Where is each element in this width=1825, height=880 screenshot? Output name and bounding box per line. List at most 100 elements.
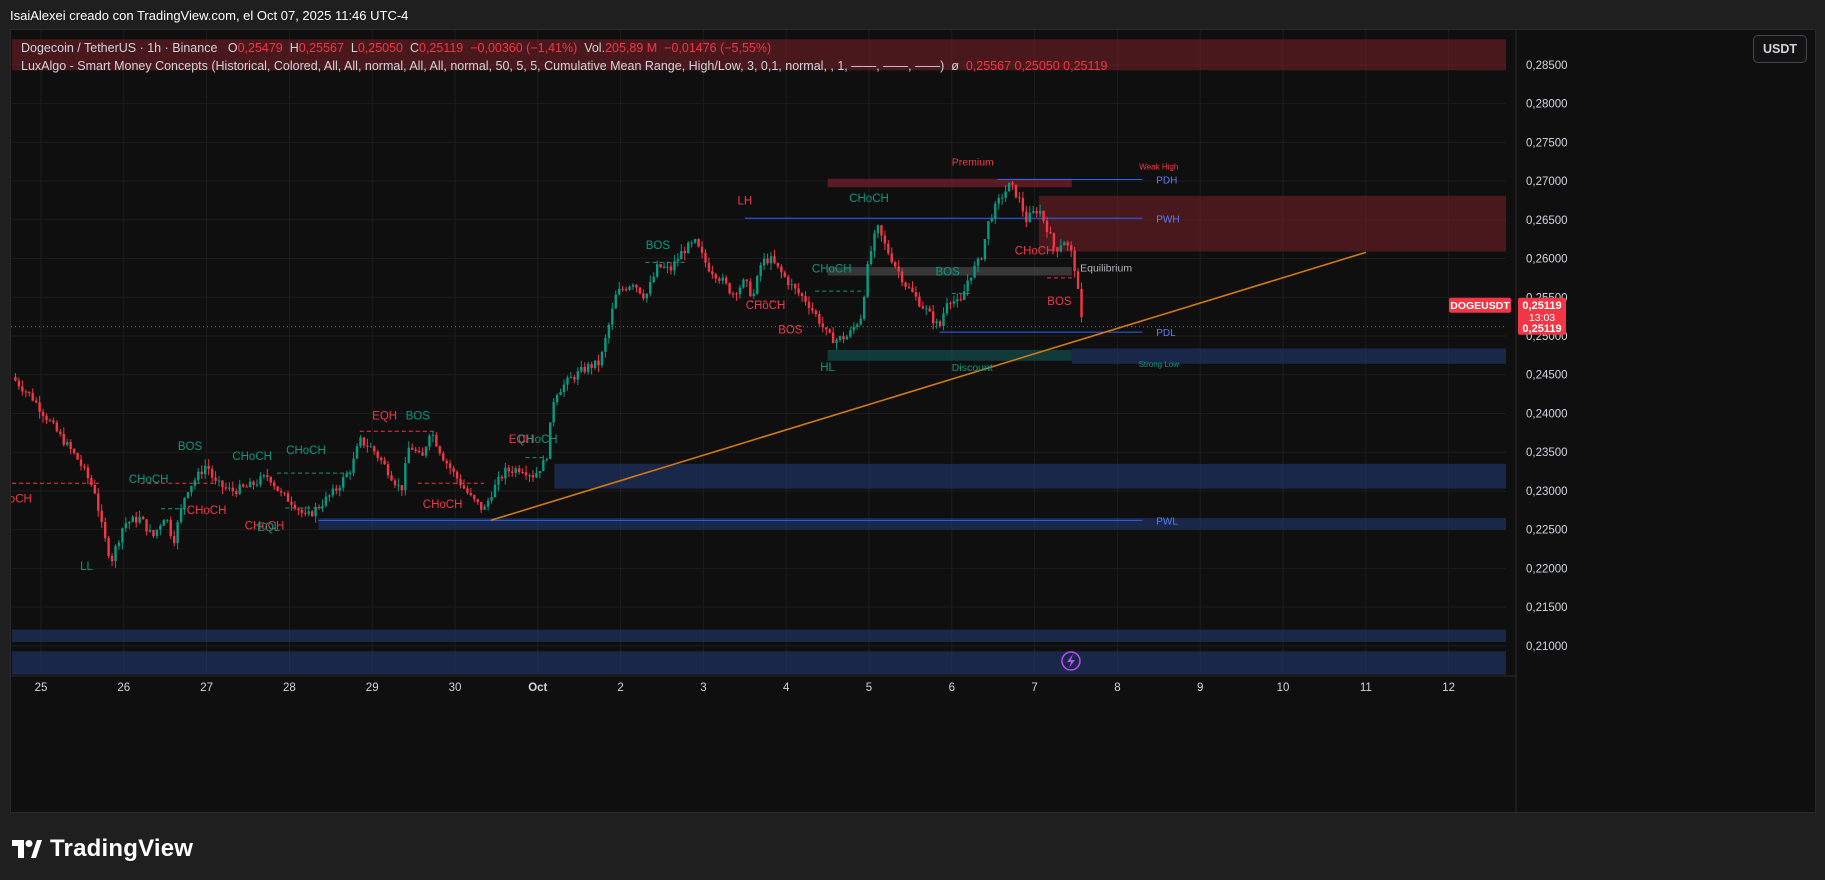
symbol-name[interactable]: Dogecoin / TetherUS · 1h · Binance bbox=[21, 41, 218, 55]
candle-body bbox=[314, 506, 317, 517]
candle-body bbox=[452, 468, 455, 472]
candle-body bbox=[214, 477, 217, 481]
open-value: 0,25479 bbox=[237, 41, 283, 55]
candle-body bbox=[335, 488, 338, 491]
lightning-icon[interactable] bbox=[1061, 651, 1081, 671]
candle-body bbox=[721, 277, 724, 281]
candle-body bbox=[780, 266, 783, 273]
high-value: 0,25567 bbox=[298, 41, 344, 55]
candle-body bbox=[769, 256, 773, 264]
x-tick-label: 10 bbox=[1277, 682, 1290, 694]
smc-label: CHoCH bbox=[129, 474, 169, 486]
candle-body bbox=[279, 491, 283, 493]
level-label-pdl: PDL bbox=[1156, 328, 1176, 339]
indicator-name[interactable]: LuxAlgo - Smart Money Concepts (Historic… bbox=[21, 59, 945, 73]
candle-body bbox=[811, 308, 814, 311]
candle-body bbox=[52, 420, 55, 423]
candle-body bbox=[1018, 197, 1021, 199]
candle-body bbox=[155, 529, 159, 537]
candle-body bbox=[197, 471, 200, 481]
candle-body bbox=[869, 251, 873, 264]
candle-body bbox=[752, 293, 755, 297]
candle-body bbox=[193, 480, 197, 486]
candle-body bbox=[166, 519, 169, 521]
candle-body bbox=[711, 271, 714, 275]
candle-body bbox=[41, 411, 45, 417]
candle-body bbox=[849, 330, 852, 337]
candle-body bbox=[759, 265, 762, 276]
candle-body bbox=[62, 433, 65, 445]
candle-body bbox=[228, 487, 231, 489]
candle-body bbox=[700, 246, 704, 253]
candle-body bbox=[172, 535, 176, 544]
candle-body bbox=[580, 366, 583, 372]
candle-body bbox=[417, 450, 421, 453]
candle-body bbox=[504, 467, 507, 479]
indicator-legend-row: LuxAlgo - Smart Money Concepts (Historic… bbox=[21, 57, 1107, 75]
price-tag-close: 0,25119 bbox=[1522, 323, 1561, 335]
candle-body bbox=[397, 485, 400, 487]
currency-button[interactable]: USDT bbox=[1753, 35, 1807, 63]
smc-label: CHoCH bbox=[232, 451, 272, 463]
x-tick-label: 27 bbox=[200, 682, 213, 694]
candle-body bbox=[138, 516, 141, 523]
candle-body bbox=[704, 252, 707, 263]
candle-body bbox=[597, 360, 600, 366]
candle-body bbox=[259, 476, 262, 485]
candle-body bbox=[756, 275, 759, 294]
candle-body bbox=[942, 313, 945, 327]
candle-body bbox=[745, 279, 749, 282]
candle-body bbox=[435, 434, 438, 447]
candle-body bbox=[393, 480, 397, 486]
candle-body bbox=[825, 327, 828, 330]
candle-body bbox=[1073, 250, 1076, 272]
candle-body bbox=[455, 471, 459, 479]
candle-body bbox=[938, 321, 942, 327]
tradingview-logo[interactable]: TradingView bbox=[12, 835, 193, 863]
candle-body bbox=[307, 511, 310, 514]
smc-label: CHoCH bbox=[245, 521, 285, 533]
smc-label: LL bbox=[80, 561, 93, 573]
candle-body bbox=[649, 282, 652, 294]
candle-body bbox=[542, 459, 545, 472]
candle-body bbox=[273, 482, 276, 487]
candle-body bbox=[590, 364, 593, 369]
candle-body bbox=[55, 422, 59, 432]
candle-body bbox=[383, 460, 386, 465]
candle-body bbox=[117, 542, 121, 547]
candlestick-chart[interactable]: PDH PWH PDL PWL oCH LL CHoCH BOS CHoCH CHoCH CHoCH… bbox=[11, 30, 1817, 814]
smc-label: CHoCH bbox=[746, 300, 786, 312]
candle-body bbox=[559, 392, 562, 396]
candle-body bbox=[217, 480, 221, 482]
candle-body bbox=[859, 318, 862, 325]
candle-body bbox=[852, 326, 856, 331]
y-tick-label: 0,21500 bbox=[1526, 602, 1568, 614]
candle-body bbox=[531, 475, 535, 478]
candle-body bbox=[738, 287, 742, 295]
y-tick-label: 0,27000 bbox=[1526, 176, 1568, 188]
candle-body bbox=[438, 446, 442, 454]
candle-body bbox=[545, 458, 548, 460]
chart-panel[interactable]: PDH PWH PDL PWL oCH LL CHoCH BOS CHoCH CHoCH CHoCH… bbox=[10, 29, 1817, 814]
smc-label: CHoCH bbox=[812, 263, 852, 275]
candle-body bbox=[428, 435, 431, 447]
candle-body bbox=[631, 284, 635, 287]
candle-body bbox=[569, 377, 573, 379]
smc-label: EQH bbox=[509, 434, 534, 446]
candle-body bbox=[566, 377, 569, 385]
candle-body bbox=[783, 272, 787, 277]
candle-body bbox=[17, 380, 21, 387]
y-tick-label: 0,28000 bbox=[1526, 99, 1568, 111]
x-tick-label: 25 bbox=[35, 682, 48, 694]
candle-body bbox=[293, 504, 297, 509]
candle-body bbox=[804, 296, 807, 302]
demand-zone bbox=[1071, 348, 1506, 364]
candle-body bbox=[352, 458, 355, 473]
candle-body bbox=[28, 391, 31, 394]
candle-body bbox=[59, 431, 62, 434]
candle-body bbox=[1000, 197, 1004, 199]
tradingview-logo-text: TradingView bbox=[50, 835, 194, 862]
candle-body bbox=[718, 278, 721, 281]
candle-body bbox=[866, 263, 869, 297]
y-tick-label: 0,21000 bbox=[1526, 641, 1568, 653]
